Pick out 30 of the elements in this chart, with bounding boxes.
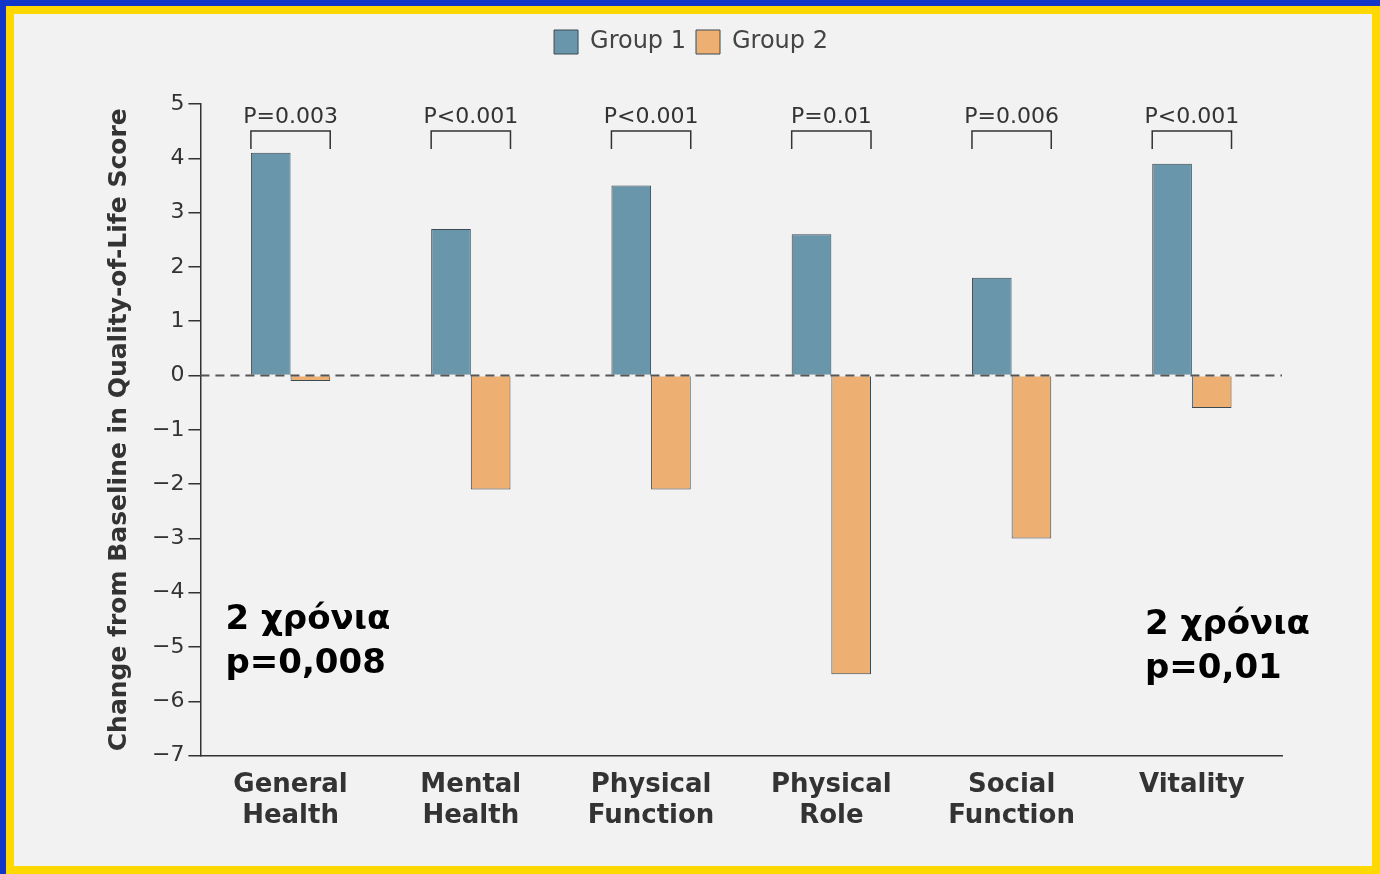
legend-label: Group 2 [732, 26, 828, 55]
annotation: P=0.01 [791, 102, 872, 128]
y-axis-title: Change from Baseline in Quality-of-Life Score [102, 108, 132, 752]
y-tick-label: 0 [170, 361, 185, 387]
x-tick-label: Physical Function [587, 767, 715, 830]
y-tick-label: −6 [151, 687, 185, 713]
annotation: P=0.006 [964, 102, 1059, 128]
y-tick-label: −5 [151, 632, 185, 658]
x-tick-label: Physical Role [770, 767, 892, 830]
y-tick-label: −4 [151, 578, 185, 604]
x-tick-label: Vitality [1138, 767, 1245, 798]
y-tick-label: 1 [170, 306, 185, 332]
annotation: P<0.001 [603, 102, 699, 128]
y-tick-label: 4 [170, 144, 185, 170]
x-tick-label: Mental Health [420, 767, 522, 830]
x-tick-label: General Health [233, 767, 348, 830]
y-tick-label: −7 [151, 741, 185, 767]
annotation: P<0.001 [423, 102, 519, 128]
y-tick-label: −2 [151, 469, 185, 495]
x-tick-label: Social Function [948, 767, 1075, 830]
y-tick-label: −3 [151, 524, 185, 550]
y-tick-label: 5 [170, 89, 185, 115]
annotation: 2 χρόνια p=0,01 [1145, 601, 1310, 686]
annotation: P<0.001 [1144, 102, 1240, 128]
y-tick-label: −1 [151, 415, 185, 441]
y-tick-label: 2 [170, 252, 185, 278]
annotation: 2 χρόνια p=0,008 [225, 596, 391, 681]
y-tick-label: 3 [170, 198, 185, 224]
legend-label: Group 1 [590, 26, 686, 55]
annotation: P=0.003 [243, 102, 338, 128]
